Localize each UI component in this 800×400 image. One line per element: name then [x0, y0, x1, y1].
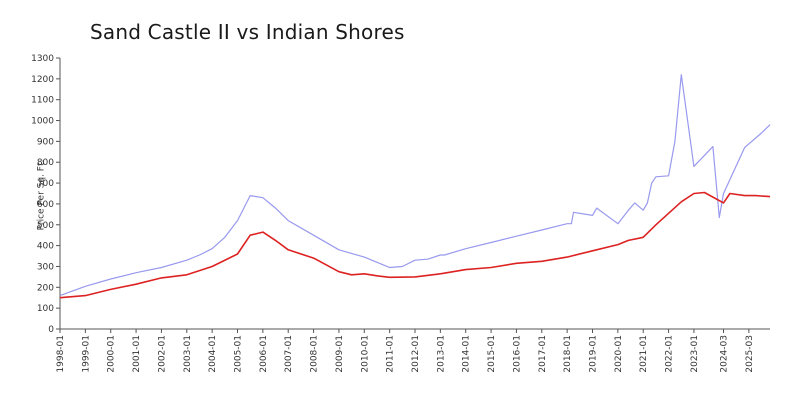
y-tick-label: 400 — [37, 242, 54, 252]
x-tick-label: 2006-01 — [259, 335, 269, 373]
x-tick-label: 2018-01 — [563, 335, 573, 373]
y-tick-label: 1100 — [31, 96, 54, 106]
y-tick-label: 700 — [37, 179, 54, 189]
y-tick-label: 500 — [37, 221, 54, 231]
y-tick-label: 1200 — [31, 75, 54, 85]
y-tick-label: 1300 — [31, 54, 54, 64]
x-tick-label: 2007-01 — [284, 335, 294, 373]
x-tick-label: 2013-01 — [436, 335, 446, 373]
y-tick-label: 800 — [37, 158, 54, 168]
x-tick-label: 2020-01 — [614, 335, 624, 373]
x-tick-label: 2021-01 — [639, 335, 649, 373]
x-tick-label: 2025-03 — [745, 335, 755, 373]
y-tick-label: 200 — [37, 283, 54, 293]
series-line-1 — [59, 191, 771, 299]
x-tick-label: 1998-01 — [56, 335, 66, 373]
x-tick-label: 2014-01 — [462, 335, 472, 373]
x-tick-label: 1999-01 — [81, 335, 91, 373]
y-tick-label: 600 — [37, 200, 54, 210]
x-tick-label: 2016-01 — [512, 335, 522, 373]
x-tick-label: 2019-01 — [589, 335, 599, 373]
x-tick-label: 2012-01 — [411, 335, 421, 373]
x-tick-label: 2011-01 — [386, 335, 396, 373]
x-tick-label: 2002-01 — [157, 335, 167, 373]
x-tick-label: 2022-01 — [665, 335, 675, 373]
x-tick-label: 2023-01 — [690, 335, 700, 373]
x-tick-label: 2017-01 — [538, 335, 548, 373]
y-tick-label: 100 — [37, 304, 54, 314]
x-tick-label: 2001-01 — [132, 335, 142, 373]
x-tick-label: 2005-01 — [234, 335, 244, 373]
x-tick-label: 2010-01 — [360, 335, 370, 373]
x-tick-label: 2008-01 — [310, 335, 320, 373]
x-tick-label: 2000-01 — [107, 335, 117, 373]
series-line-0 — [59, 74, 771, 297]
x-tick-label: 2024-03 — [720, 335, 730, 373]
chart-title: Sand Castle II vs Indian Shores — [90, 20, 405, 44]
x-tick-label: 2004-01 — [208, 335, 218, 373]
x-tick-label: 2015-01 — [487, 335, 497, 373]
y-tick-label: 900 — [37, 137, 54, 147]
y-tick-label: 300 — [37, 262, 54, 272]
x-tick-label: 2009-01 — [335, 335, 345, 373]
y-tick-label: 1000 — [31, 117, 54, 127]
y-tick-label: 0 — [48, 325, 54, 335]
x-tick-label: 2003-01 — [183, 335, 193, 373]
